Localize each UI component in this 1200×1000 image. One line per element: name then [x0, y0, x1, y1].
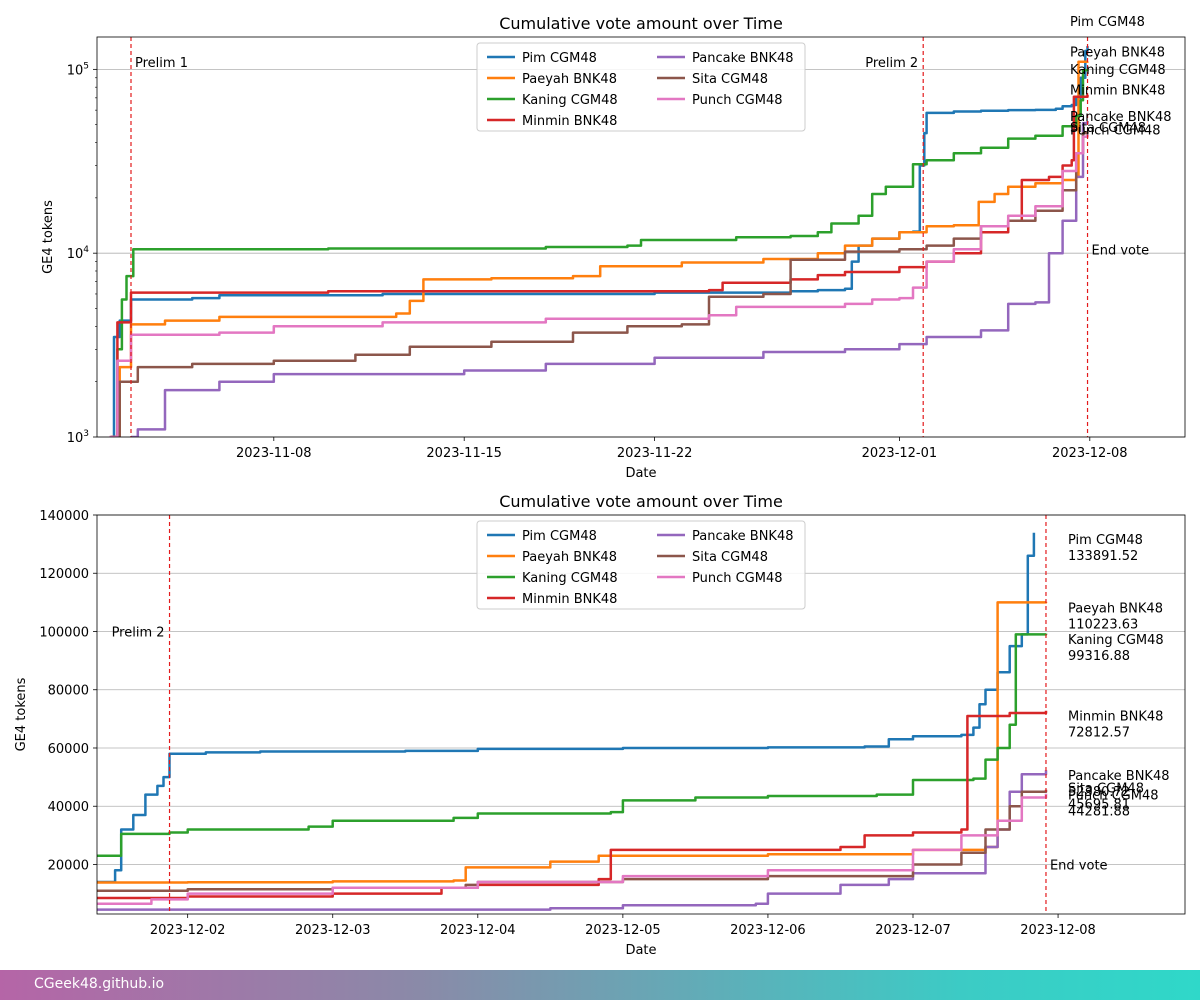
marker-label: Prelim 1 — [135, 56, 188, 71]
y-tick-label: 105 — [67, 61, 89, 78]
y-tick-label: 40000 — [48, 800, 89, 815]
marker-label: End vote — [1050, 858, 1108, 873]
chart-title: Cumulative vote amount over Time — [499, 14, 783, 33]
y-axis-label: GE4 tokens — [14, 677, 29, 751]
end-label-value: 110223.63 — [1068, 618, 1138, 633]
series-line-sita-cgm48 — [110, 131, 1089, 437]
series-group — [109, 46, 1089, 437]
legend-entry: Minmin BNK48 — [522, 114, 617, 129]
series-line-paeyah-bnk48 — [110, 60, 1089, 437]
legend-entry: Paeyah BNK48 — [522, 72, 617, 87]
end-label-name: Punch CGM48 — [1070, 123, 1161, 138]
legend-box — [476, 42, 806, 132]
end-label-name: Punch CGM48 — [1068, 789, 1159, 804]
end-label-name: Sita CGM48 — [1070, 121, 1146, 136]
y-tick-label: 100000 — [39, 625, 89, 640]
footer-bar: CGeek48.github.io — [0, 970, 1200, 1000]
end-label-name: Pim CGM48 — [1070, 15, 1145, 30]
footer-text: CGeek48.github.io — [34, 976, 165, 992]
marker-label: Prelim 2 — [112, 625, 165, 640]
end-label-name: Sita CGM48 — [1068, 782, 1144, 797]
end-label-value: 45695.81 — [1068, 798, 1130, 813]
legend-entry: Sita CGM48 — [692, 550, 768, 565]
x-tick-label: 2023-12-01 — [862, 446, 938, 461]
x-tick-label: 2023-12-07 — [875, 923, 951, 938]
x-tick-label: 2023-12-05 — [585, 923, 661, 938]
legend: Pim CGM48 Paeyah BNK48 Kaning CGM48 Minmin … — [476, 520, 806, 610]
y-tick-label: 103 — [67, 429, 89, 446]
legend-entry: Pancake BNK48 — [692, 529, 793, 544]
y-tick-label: 120000 — [39, 567, 89, 582]
plot-frame — [96, 514, 1186, 915]
x-tick-label: 2023-11-15 — [426, 446, 502, 461]
chart-2: Cumulative vote amount over Time 20000 400… — [14, 492, 1186, 958]
x-tick-label: 2023-12-03 — [295, 923, 371, 938]
end-label-name: Minmin BNK48 — [1070, 84, 1165, 99]
series-line-kaning-cgm48 — [97, 633, 1048, 858]
series-line-punch-cgm48 — [109, 134, 1089, 437]
end-label-name: Pancake BNK48 — [1070, 110, 1171, 125]
legend-entry: Pim CGM48 — [522, 529, 597, 544]
y-tick-label: 80000 — [48, 684, 89, 699]
series-line-minmin-bnk48 — [97, 710, 1048, 900]
end-label-name: Paeyah BNK48 — [1068, 602, 1163, 617]
end-label-value: 52380.72 — [1068, 785, 1130, 800]
legend-entry: Punch CGM48 — [692, 571, 783, 586]
end-label-name: Paeyah BNK48 — [1070, 46, 1165, 61]
y-tick-label: 20000 — [48, 858, 89, 873]
series-line-pancake-bnk48 — [97, 770, 1048, 911]
marker-label: Prelim 2 — [865, 56, 918, 71]
charts-svg: Cumulative vote amount over Time 103 104 10… — [14, 14, 1186, 958]
end-label-name: Minmin BNK48 — [1068, 710, 1163, 725]
series-line-sita-cgm48 — [97, 789, 1048, 892]
series-line-pancake-bnk48 — [131, 121, 1089, 437]
end-label-value: 44281.88 — [1068, 805, 1130, 820]
series-group — [97, 532, 1048, 911]
legend: Pim CGM48 Paeyah BNK48 Kaning CGM48 Minmin … — [476, 42, 806, 132]
legend-entry: Sita CGM48 — [692, 72, 768, 87]
x-tick-label: 2023-11-22 — [617, 446, 693, 461]
legend-entry: Punch CGM48 — [692, 93, 783, 108]
x-axis-label: Date — [625, 466, 656, 481]
end-label-name: Pim CGM48 — [1068, 533, 1143, 548]
y-axis-label: GE4 tokens — [41, 200, 56, 274]
end-label-name: Kaning CGM48 — [1068, 633, 1164, 648]
plot-frame — [96, 36, 1186, 438]
y-tick-label: 140000 — [39, 509, 89, 524]
legend-entry: Paeyah BNK48 — [522, 550, 617, 565]
x-tick-label: 2023-11-08 — [236, 446, 312, 461]
chart-stage: Cumulative vote amount over Time 103 104 10… — [14, 14, 1186, 958]
x-tick-label: 2023-12-08 — [1020, 923, 1096, 938]
chart-1: Cumulative vote amount over Time 103 104 10… — [41, 14, 1186, 481]
y-tick-label: 60000 — [48, 742, 89, 757]
x-tick-label: 2023-12-02 — [150, 923, 226, 938]
end-label-value: 72812.57 — [1068, 726, 1130, 741]
legend-entry: Kaning CGM48 — [522, 93, 618, 108]
series-line-punch-cgm48 — [97, 793, 1048, 906]
x-axis-label: Date — [625, 943, 656, 958]
x-tick-label: 2023-12-08 — [1052, 446, 1128, 461]
marker-label: End vote — [1092, 243, 1150, 258]
legend-box — [476, 520, 806, 610]
legend-entry: Pim CGM48 — [522, 51, 597, 66]
end-label-value: 133891.52 — [1068, 549, 1138, 564]
y-tick-label: 104 — [67, 245, 90, 262]
x-tick-label: 2023-12-04 — [440, 923, 516, 938]
legend-entry: Kaning CGM48 — [522, 571, 618, 586]
chart-title: Cumulative vote amount over Time — [499, 492, 783, 511]
legend-entry: Minmin BNK48 — [522, 592, 617, 607]
end-label-value: 99316.88 — [1068, 649, 1130, 664]
x-tick-label: 2023-12-06 — [730, 923, 806, 938]
series-line-kaning-cgm48 — [110, 68, 1089, 437]
legend-entry: Pancake BNK48 — [692, 51, 793, 66]
end-label-name: Pancake BNK48 — [1068, 769, 1169, 784]
series-line-paeyah-bnk48 — [97, 601, 1048, 884]
end-label-name: Kaning CGM48 — [1070, 63, 1166, 78]
